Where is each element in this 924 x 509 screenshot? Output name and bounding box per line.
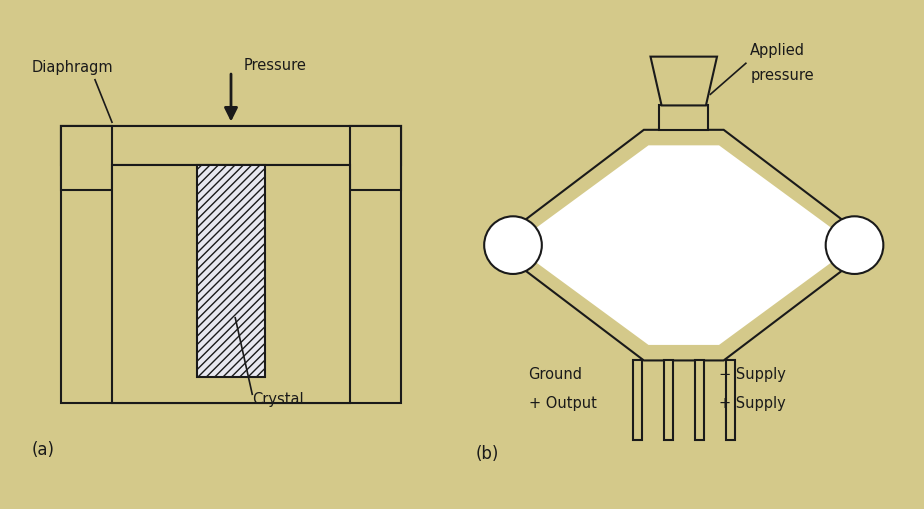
- Polygon shape: [516, 130, 852, 361]
- Text: Crystal: Crystal: [252, 391, 304, 406]
- Text: − Supply: − Supply: [719, 366, 786, 381]
- Bar: [61, 127, 401, 403]
- Bar: [633, 361, 641, 440]
- Text: Applied: Applied: [750, 43, 806, 59]
- Polygon shape: [530, 146, 837, 345]
- Bar: [61, 127, 401, 165]
- Bar: [112, 165, 350, 403]
- Bar: [350, 127, 401, 191]
- Bar: [695, 361, 704, 440]
- Text: + Output: + Output: [529, 395, 596, 410]
- Circle shape: [826, 217, 883, 274]
- Circle shape: [484, 217, 541, 274]
- Text: (b): (b): [475, 444, 499, 462]
- Bar: [197, 165, 265, 378]
- Text: Ground: Ground: [529, 366, 582, 381]
- Text: + Supply: + Supply: [719, 395, 786, 410]
- Bar: [726, 361, 735, 440]
- Polygon shape: [650, 58, 717, 106]
- Text: Pressure: Pressure: [244, 58, 307, 73]
- Bar: [61, 127, 112, 191]
- Bar: [663, 361, 673, 440]
- Bar: [660, 106, 708, 130]
- Text: pressure: pressure: [750, 68, 814, 82]
- Text: (a): (a): [31, 440, 55, 458]
- Text: Diaphragm: Diaphragm: [31, 60, 113, 75]
